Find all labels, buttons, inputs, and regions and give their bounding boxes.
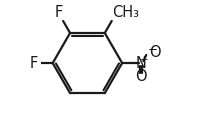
- Text: O: O: [136, 69, 147, 84]
- Text: N: N: [136, 56, 147, 71]
- Text: CH₃: CH₃: [112, 5, 139, 20]
- Text: −: −: [147, 43, 157, 56]
- Text: F: F: [30, 56, 38, 71]
- Text: O: O: [149, 45, 160, 60]
- Text: F: F: [54, 5, 63, 20]
- Text: +: +: [140, 55, 149, 65]
